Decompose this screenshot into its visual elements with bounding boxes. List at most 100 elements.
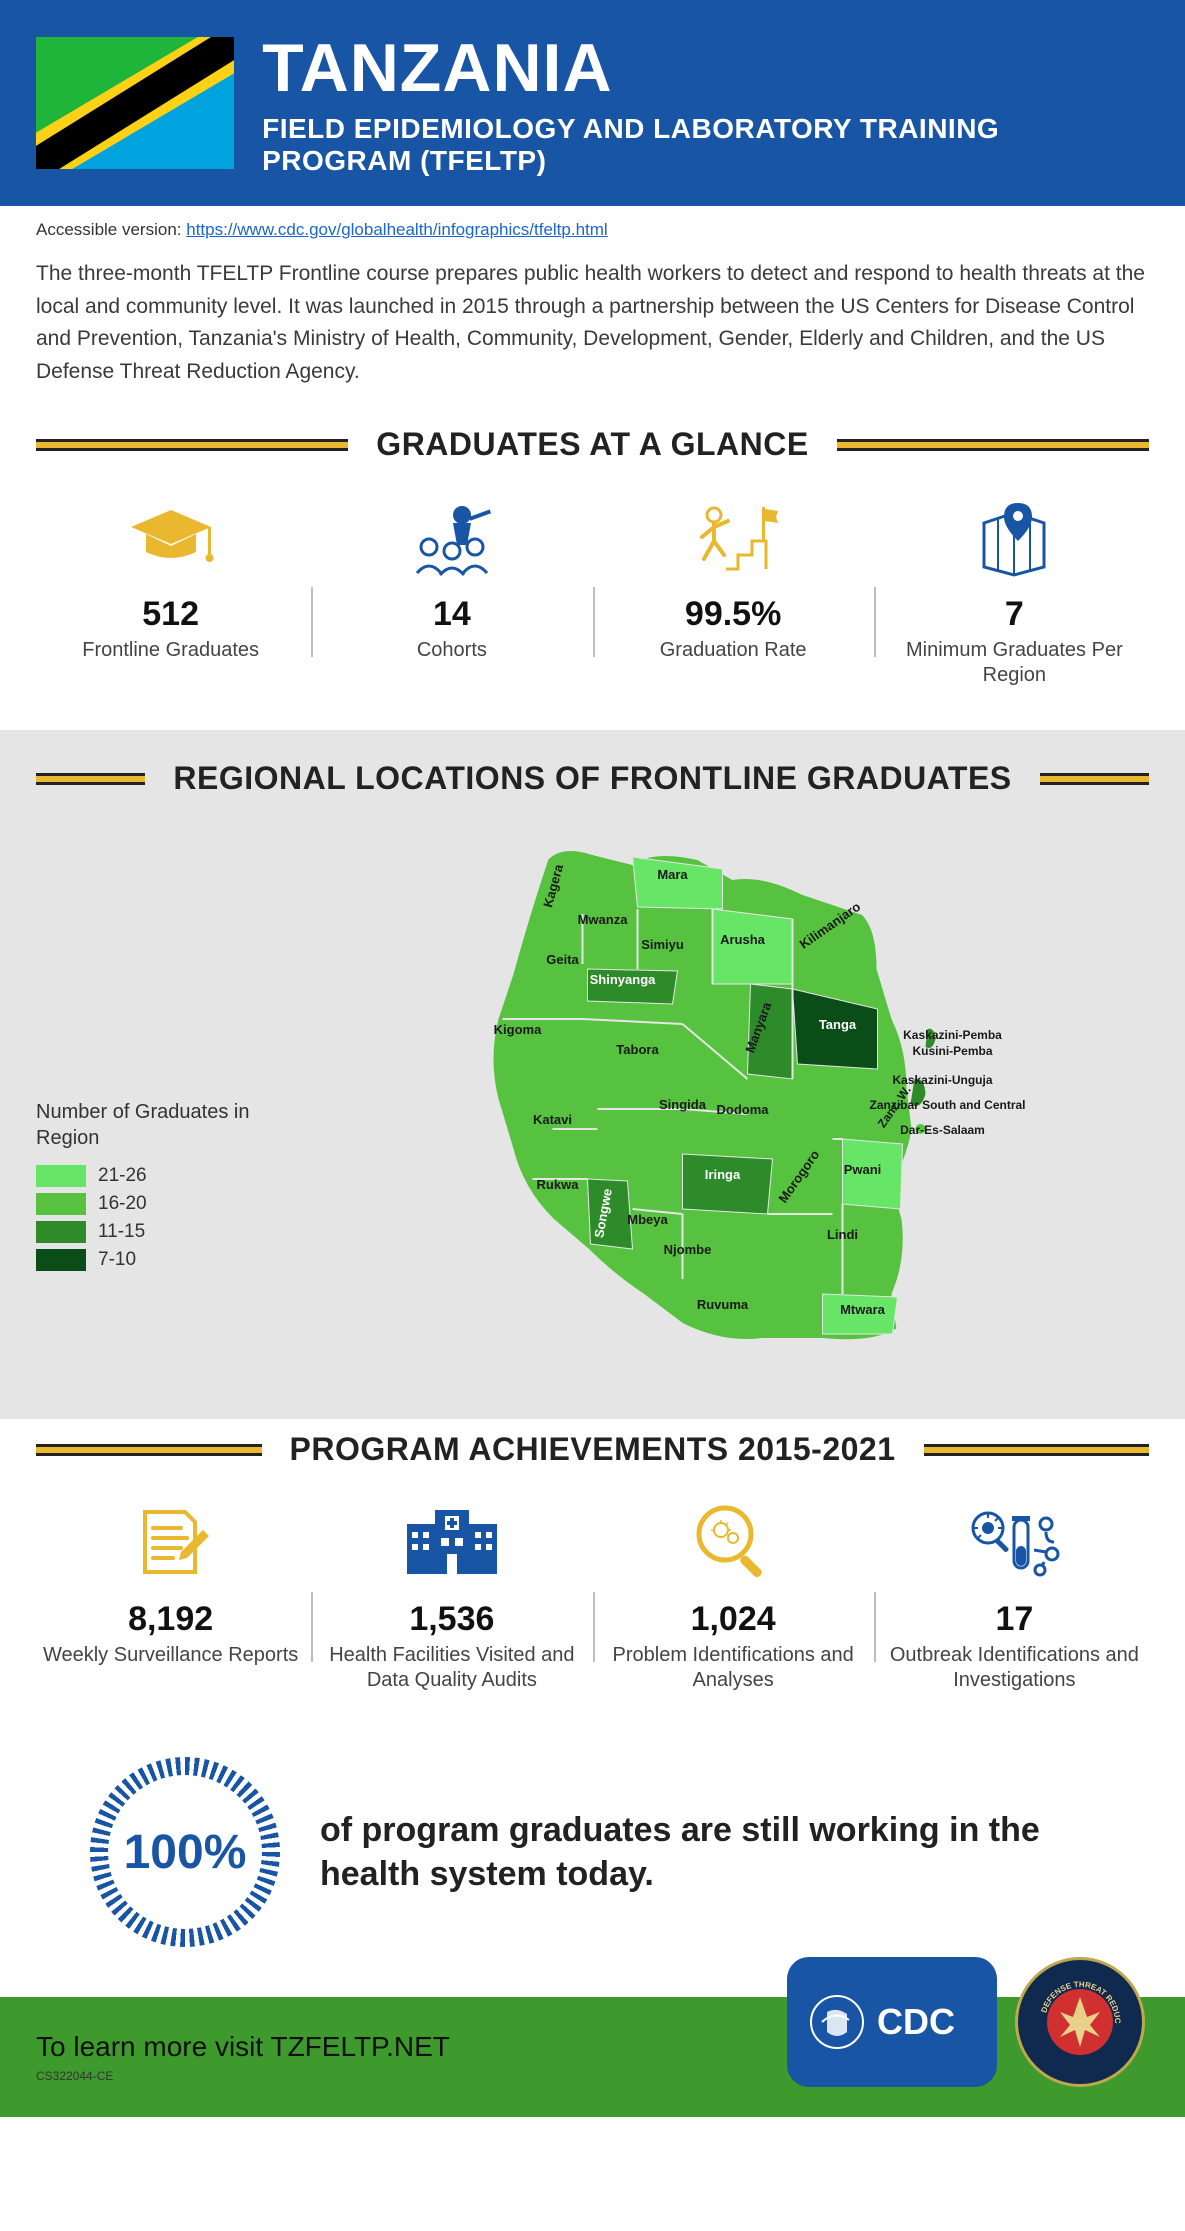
region-label: Mara [657,867,688,882]
stat-value: 99.5% [603,595,864,634]
region-label: Dar-Es-Salaam [900,1123,985,1137]
section-bar [36,1444,262,1456]
map-section: REGIONAL LOCATIONS OF FRONTLINE GRADUATE… [0,730,1185,1419]
tanzania-map: KageraMaraMwanzaSimiyuArushaKilimanjaroG… [276,819,1149,1379]
stat-label: Frontline Graduates [40,638,301,663]
outbreak-icon [884,1498,1145,1586]
stat-item: 1,536 Health Facilities Visited and Data… [311,1498,592,1693]
section-title: REGIONAL LOCATIONS OF FRONTLINE GRADUATE… [173,760,1011,797]
stairs-flag-icon [603,493,864,581]
stat-value: 1,536 [321,1600,582,1639]
stat-item: 17 Outbreak Identifications and Investig… [874,1498,1155,1693]
stat-item: 512 Frontline Graduates [30,493,311,663]
accessible-link[interactable]: https://www.cdc.gov/globalhealth/infogra… [186,220,607,239]
cohorts-icon [321,493,582,581]
dtra-logo: DEFENSE THREAT REDUCTION AGENCY [1015,1957,1145,2087]
hospital-icon [321,1498,582,1586]
stat-item: 7 Minimum Graduates Per Region [874,493,1155,688]
graduate-stats-row: 512 Frontline Graduates 14 Cohorts 99.5%… [0,475,1185,722]
stat-label: Cohorts [321,638,582,663]
region-label: Dodoma [717,1102,770,1117]
stat-label: Minimum Graduates Per Region [884,638,1145,688]
stat-value: 8,192 [40,1600,301,1639]
region-label: Rukwa [537,1177,580,1192]
section-bar [36,439,348,451]
stat-value: 7 [884,595,1145,634]
magnify-icon [603,1498,864,1586]
section-title: PROGRAM ACHIEVEMENTS 2015-2021 [290,1431,896,1468]
legend-label: 16-20 [98,1193,147,1215]
region-label: Pwani [844,1162,882,1177]
legend-swatch [36,1193,86,1215]
legend-label: 7-10 [98,1249,136,1271]
stat-label: Weekly Surveillance Reports [40,1643,301,1668]
stat-value: 512 [40,595,301,634]
grad-cap-icon [40,493,301,581]
section-head-graduates: GRADUATES AT A GLANCE [0,414,1185,475]
stat-item: 8,192 Weekly Surveillance Reports [30,1498,311,1668]
region-label: Zanzibar South and Central [869,1098,1025,1112]
region-label: Kaskazini-Pemba [903,1028,1002,1042]
percent-value: 100% [124,1825,247,1880]
region-label: Arusha [720,932,766,947]
report-icon [40,1498,301,1586]
region-label: Kigoma [494,1022,542,1037]
region-label: Mtwara [840,1302,886,1317]
region-label: Katavi [533,1112,572,1127]
page-subtitle: FIELD EPIDEMIOLOGY AND LABORATORY TRAINI… [262,113,1149,177]
footer-text: To learn more visit TZFELTP.NET [36,2031,450,2063]
footer: To learn more visit TZFELTP.NET CS322044… [0,1997,1185,2117]
legend-swatch [36,1249,86,1271]
region-label: Simiyu [641,937,684,952]
header-banner: TANZANIA FIELD EPIDEMIOLOGY AND LABORATO… [0,0,1185,206]
section-head-achievements: PROGRAM ACHIEVEMENTS 2015-2021 [0,1419,1185,1480]
stat-label: Problem Identifications and Analyses [603,1643,864,1693]
stat-label: Graduation Rate [603,638,864,663]
region-label: Njombe [664,1242,712,1257]
achievement-stats-row: 8,192 Weekly Surveillance Reports 1,536 … [0,1480,1185,1727]
region-label: Shinyanga [590,972,657,987]
percent-text: of program graduates are still working i… [320,1808,1095,1896]
stat-item: 14 Cohorts [311,493,592,663]
legend-title: Number of Graduates in Region [36,1099,276,1151]
cdc-logo: CDC [787,1957,997,2087]
accessible-version-line: Accessible version: https://www.cdc.gov/… [0,206,1185,248]
legend-row: 16-20 [36,1193,276,1215]
legend-label: 11-15 [98,1221,145,1243]
legend-row: 21-26 [36,1165,276,1187]
section-bar [1040,773,1149,785]
intro-paragraph: The three-month TFELTP Frontline course … [0,248,1185,414]
region-label: Tanga [819,1017,857,1032]
region-label: Ruvuma [697,1297,749,1312]
region-label: Mwanza [578,912,629,927]
section-bar [36,773,145,785]
region-label: Mbeya [627,1212,668,1227]
section-title: GRADUATES AT A GLANCE [376,426,808,463]
svg-text:CDC: CDC [877,2001,955,2042]
legend-swatch [36,1165,86,1187]
stat-value: 1,024 [603,1600,864,1639]
stat-value: 14 [321,595,582,634]
percent-badge: 100% [90,1757,280,1947]
section-bar [837,439,1149,451]
page-title: TANZANIA [262,29,1149,107]
region-label: Geita [546,952,579,967]
accessible-label: Accessible version: [36,220,182,239]
map-legend: Number of Graduates in Region 21-26 16-20… [36,819,276,1379]
region-label: Kusini-Pemba [912,1044,992,1058]
region-label: Iringa [705,1167,741,1182]
legend-row: 11-15 [36,1221,276,1243]
footer-code: CS322044-CE [36,2069,450,2083]
region-label: Kaskazini-Unguja [892,1073,992,1087]
legend-label: 21-26 [98,1165,147,1187]
section-bar [924,1444,1150,1456]
stat-value: 17 [884,1600,1145,1639]
region-label: Tabora [616,1042,659,1057]
stat-label: Health Facilities Visited and Data Quali… [321,1643,582,1693]
region-label: Lindi [827,1227,858,1242]
stat-item: 1,024 Problem Identifications and Analys… [593,1498,874,1693]
legend-row: 7-10 [36,1249,276,1271]
map-pin-icon [884,493,1145,581]
stat-label: Outbreak Identifications and Investigati… [884,1643,1145,1693]
stat-item: 99.5% Graduation Rate [593,493,874,663]
